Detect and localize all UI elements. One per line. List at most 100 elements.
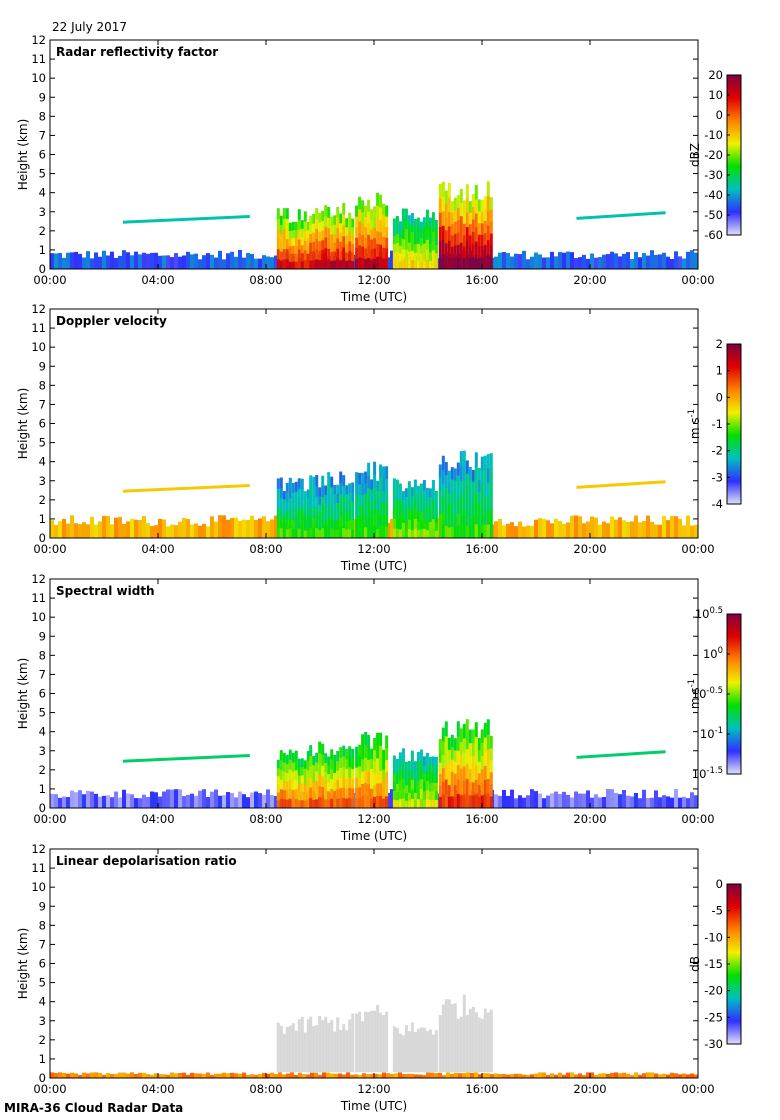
feature-cell <box>486 454 490 469</box>
feature-cell <box>345 494 349 504</box>
feature-column <box>154 792 158 808</box>
feature-cell <box>376 745 380 759</box>
feature-cell <box>318 529 322 539</box>
feature-cell <box>327 799 331 809</box>
feature-column <box>562 523 566 538</box>
feature-cell <box>358 776 362 788</box>
feature-column <box>538 254 542 269</box>
feature-cell <box>291 752 295 763</box>
x-tick-label: 04:00 <box>141 812 174 826</box>
feature-column <box>182 796 186 808</box>
feature-cell <box>312 799 316 809</box>
feature-cell <box>333 754 337 765</box>
feature-no-data-cell <box>392 1022 438 1073</box>
feature-column <box>234 517 238 538</box>
feature-cell <box>288 778 292 790</box>
feature-cell <box>459 781 463 796</box>
x-tick-label: 00:00 <box>33 812 66 826</box>
feature-cell <box>413 800 417 809</box>
y-tick-label: 7 <box>39 397 46 411</box>
feature-cell <box>441 469 445 484</box>
feature-cell <box>477 761 481 774</box>
feature-column <box>554 518 558 538</box>
feature-cell <box>348 510 352 521</box>
feature-cell <box>333 520 337 530</box>
feature-cell <box>382 778 386 790</box>
feature-column <box>654 254 658 269</box>
feature-column <box>626 1073 630 1078</box>
feature-column <box>483 1008 487 1073</box>
feature-thin-layer <box>576 480 666 489</box>
feature-cell <box>438 226 442 242</box>
feature-cell <box>330 768 334 780</box>
feature-column <box>550 523 554 538</box>
feature-cell <box>321 486 325 497</box>
feature-cell <box>276 767 280 777</box>
feature-cell <box>358 755 362 767</box>
feature-column <box>618 794 622 808</box>
feature-cell <box>291 528 295 539</box>
feature-column <box>174 525 178 538</box>
feature-column <box>614 519 618 538</box>
feature-column <box>198 259 202 269</box>
feature-cell <box>373 258 377 270</box>
feature-cell <box>444 242 448 257</box>
feature-column <box>334 1073 338 1078</box>
feature-cell <box>321 743 325 755</box>
feature-column <box>206 253 210 269</box>
feature-cell <box>348 528 352 539</box>
feature-convective-cell <box>309 202 355 270</box>
feature-cell <box>297 791 301 801</box>
feature-cell <box>309 506 313 518</box>
feature-column <box>610 516 614 538</box>
feature-cell <box>276 238 280 250</box>
feature-cell <box>456 721 460 737</box>
feature-column <box>138 1072 142 1078</box>
feature-cell <box>309 527 313 539</box>
feature-cell <box>321 496 325 508</box>
feature-cell <box>276 488 280 499</box>
y-tick-label: 3 <box>39 744 46 758</box>
feature-cell <box>321 249 325 260</box>
colorbar-tick-label: -40 <box>704 188 723 202</box>
feature-cell <box>312 773 316 783</box>
feature-cell <box>312 497 316 508</box>
feature-cell <box>444 216 448 231</box>
feature-column <box>690 792 694 808</box>
feature-column <box>682 258 686 269</box>
feature-column <box>646 255 650 269</box>
feature-cell <box>355 226 359 238</box>
feature-cell <box>385 771 389 785</box>
feature-cell <box>480 781 484 796</box>
feature-cell <box>306 245 310 254</box>
feature-convective-cell <box>392 748 438 809</box>
y-tick-label: 10 <box>31 340 46 354</box>
feature-cell <box>291 483 295 493</box>
feature-cell <box>404 258 408 270</box>
feature-cell <box>282 522 286 531</box>
feature-cell <box>428 513 432 522</box>
feature-cell <box>456 207 460 221</box>
feature-thin-layer <box>122 215 250 224</box>
feature-cell <box>348 746 352 758</box>
feature-cell <box>398 253 402 262</box>
feature-cell <box>318 259 322 270</box>
feature-column <box>98 521 102 538</box>
feature-column <box>50 253 54 269</box>
feature-cell <box>300 799 304 809</box>
feature-cell <box>395 224 399 235</box>
feature-cell <box>327 217 331 229</box>
feature-cell <box>382 526 386 539</box>
feature-cell <box>450 490 454 504</box>
feature-cell <box>324 247 328 259</box>
feature-cell <box>422 217 426 227</box>
feature-cell <box>306 229 310 239</box>
feature-column <box>258 258 262 269</box>
feature-cell <box>312 241 316 252</box>
feature-column <box>401 1035 405 1073</box>
feature-cell <box>382 466 386 479</box>
feature-cell <box>419 788 423 799</box>
feature-column <box>666 796 670 808</box>
feature-cell <box>410 760 414 771</box>
feature-column <box>438 1014 442 1073</box>
